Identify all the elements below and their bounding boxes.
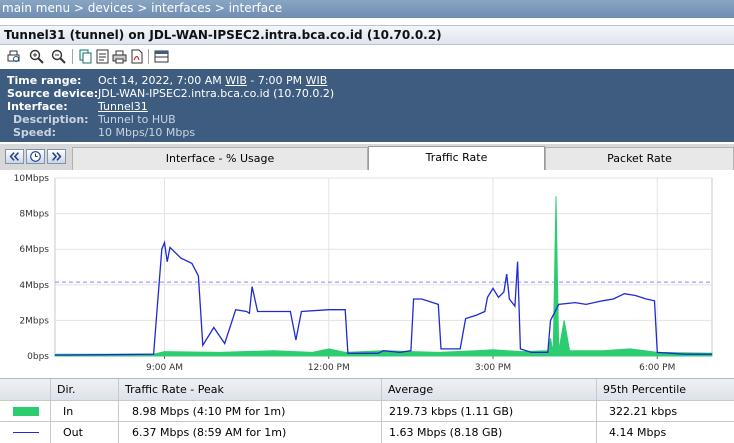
toolbar-separator xyxy=(72,49,73,64)
copy-icon[interactable] xyxy=(78,49,93,64)
time-range-label: Time range: xyxy=(7,74,82,87)
average-cell: 219.73 kbps (1.11 GB) xyxy=(381,401,596,422)
traffic-rate-chart: 0bps 2Mbps 4Mbps 6Mbps 8Mbps 10Mbps 9:00 AM 12:… xyxy=(0,170,734,377)
pdf-icon[interactable] xyxy=(129,49,144,64)
print-icon[interactable] xyxy=(112,49,127,64)
x-tick-label: 12:00 PM xyxy=(308,363,350,373)
speed-value: 10 Mbps/10 Mbps xyxy=(98,126,196,139)
legend-swatch-out xyxy=(0,422,50,443)
table-view-icon[interactable] xyxy=(154,49,169,64)
p95-cell: 4.14 Mbps xyxy=(596,422,734,443)
page-title: Tunnel31 (tunnel) on JDL-WAN-IPSEC2.intr… xyxy=(4,28,442,42)
dir-cell: Out xyxy=(50,422,118,443)
source-device-label: Source device: xyxy=(7,87,99,100)
tab-strip: Interface - % Usage Traffic Rate Packet … xyxy=(0,144,734,170)
series-out-line xyxy=(54,240,712,356)
zoom-in-icon[interactable] xyxy=(29,49,44,64)
y-tick-label: 0bps xyxy=(27,352,49,362)
x-tick-label: 3:00 PM xyxy=(475,363,511,373)
interface-label: Interface: xyxy=(7,100,68,113)
source-device-value: JDL-WAN-IPSEC2.intra.bca.co.id (10.70.0.… xyxy=(98,87,335,100)
in-color-swatch xyxy=(13,407,39,416)
zoom-out-icon[interactable] xyxy=(51,49,66,64)
p95-column-header: 95th Percentile xyxy=(596,379,734,400)
interface-link[interactable]: Tunnel31 xyxy=(98,100,148,113)
y-tick-label: 6Mbps xyxy=(19,245,49,255)
average-column-header: Average xyxy=(381,379,596,400)
dir-column-header: Dir. xyxy=(50,379,118,400)
out-color-swatch xyxy=(13,432,39,433)
chart-svg: 0bps 2Mbps 4Mbps 6Mbps 8Mbps 10Mbps 9:00 AM 12:… xyxy=(14,174,713,373)
x-tick-label: 6:00 PM xyxy=(639,363,675,373)
title-bar: Tunnel31 (tunnel) on JDL-WAN-IPSEC2.intr… xyxy=(0,25,734,45)
table-row: Out 6.37 Mbps (8:59 AM for 1m) 1.63 Mbps… xyxy=(0,421,734,443)
x-tick-label: 9:00 AM xyxy=(146,363,183,373)
timezone-link[interactable]: WIB xyxy=(305,74,328,87)
print-preview-icon[interactable] xyxy=(6,49,21,64)
toolbar-separator xyxy=(148,49,149,64)
info-panel: Time range: Oct 14, 2022, 7:00 AM WIB - … xyxy=(0,69,734,142)
peak-column-header: Traffic Rate - Peak xyxy=(118,379,381,400)
description-label: Description: xyxy=(13,113,89,126)
description-value: Tunnel to HUB xyxy=(98,113,176,126)
y-tick-label: 4Mbps xyxy=(19,281,49,291)
y-tick-label: 8Mbps xyxy=(19,210,49,220)
time-range-start: Oct 14, 2022, 7:00 AM xyxy=(98,74,226,87)
stats-table: Dir. Traffic Rate - Peak Average 95th Pe… xyxy=(0,378,734,443)
tab-interface-usage[interactable]: Interface - % Usage xyxy=(72,147,368,170)
legend-swatch-in xyxy=(0,401,50,422)
peak-cell: 6.37 Mbps (8:59 AM for 1m) xyxy=(118,422,381,443)
time-nav xyxy=(5,149,67,165)
dir-cell: In xyxy=(50,401,118,422)
table-row: In 8.98 Mbps (4:10 PM for 1m) 219.73 kbp… xyxy=(0,400,734,422)
stats-header-row: Dir. Traffic Rate - Peak Average 95th Pe… xyxy=(0,379,734,400)
p95-cell: 322.21 kbps xyxy=(596,401,734,422)
average-cell: 1.63 Mbps (8.18 GB) xyxy=(381,422,596,443)
series-in-area xyxy=(54,196,713,357)
previous-period-icon[interactable] xyxy=(5,149,24,164)
clock-icon[interactable] xyxy=(26,149,45,164)
timezone-link[interactable]: WIB xyxy=(225,74,247,87)
next-period-icon[interactable] xyxy=(47,149,66,164)
plot-area xyxy=(54,177,713,357)
time-range-value: Oct 14, 2022, 7:00 AM WIB - 7:00 PM WIB xyxy=(98,74,327,87)
tab-packet-rate[interactable]: Packet Rate xyxy=(545,147,734,170)
speed-label: Speed: xyxy=(13,126,56,139)
report-icon[interactable] xyxy=(95,49,110,64)
y-tick-label: 10Mbps xyxy=(14,174,50,184)
toolbar xyxy=(0,46,734,68)
y-tick-label: 2Mbps xyxy=(19,316,49,326)
legend-column-header xyxy=(0,379,50,400)
peak-cell: 8.98 Mbps (4:10 PM for 1m) xyxy=(118,401,381,422)
breadcrumb[interactable]: main menu > devices > interfaces > inter… xyxy=(0,0,734,18)
tab-traffic-rate[interactable]: Traffic Rate xyxy=(368,146,545,170)
time-range-end: - 7:00 PM xyxy=(246,74,306,87)
